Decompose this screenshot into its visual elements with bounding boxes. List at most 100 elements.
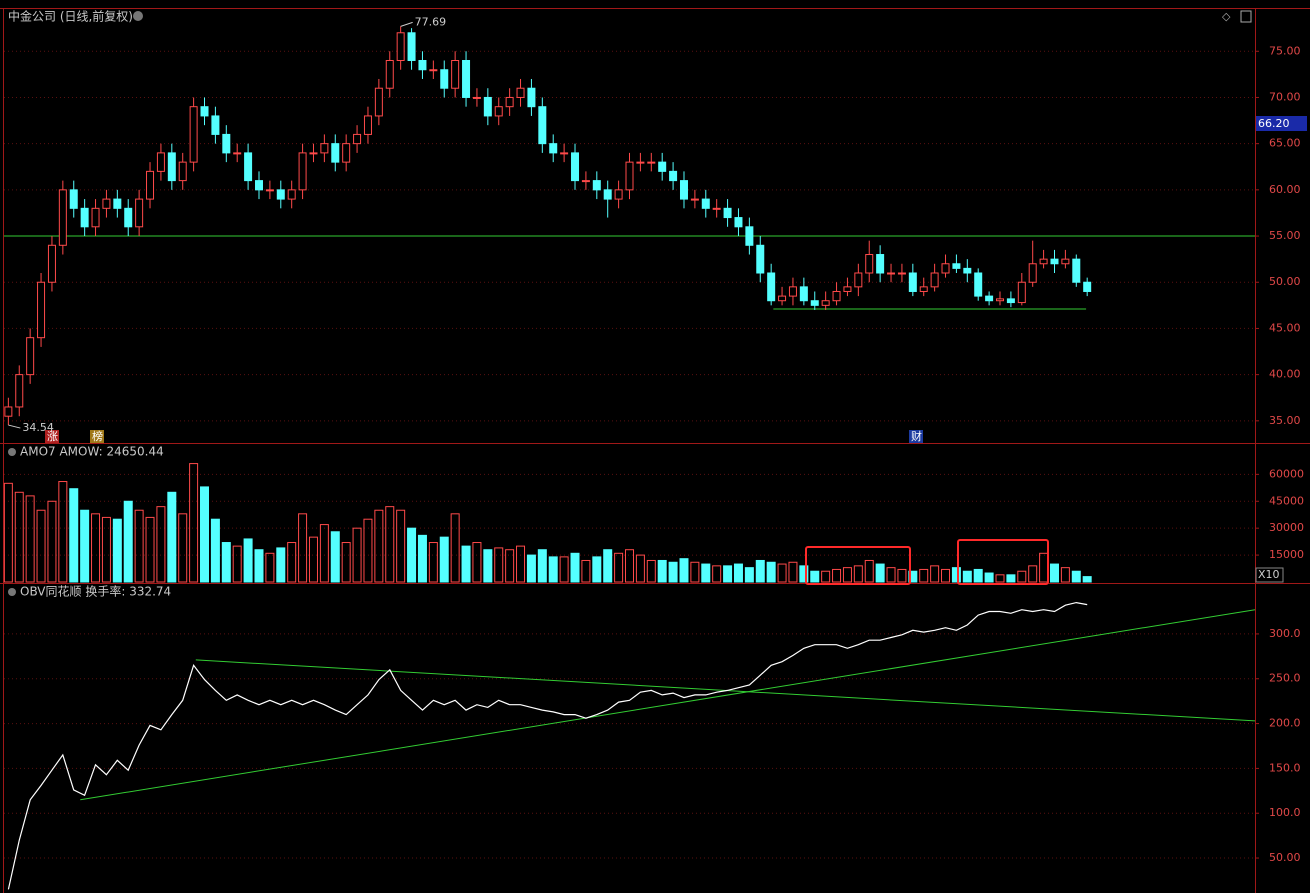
candle-body [581, 180, 590, 183]
marker[interactable]: 财 [911, 429, 922, 443]
volume-bar [777, 563, 787, 583]
candle-body [451, 60, 460, 89]
volume-bar [210, 518, 220, 583]
volume-bar [439, 536, 449, 583]
candle-body [156, 152, 165, 172]
menu-icon[interactable] [8, 448, 16, 456]
volume-bar [134, 509, 144, 583]
candle-body [745, 226, 754, 246]
candle-body [974, 272, 983, 297]
candle-body [146, 170, 155, 200]
volume-bar [200, 486, 210, 583]
y-tick-label: 30000 [1269, 521, 1304, 534]
candle-body [69, 189, 78, 209]
candle-body [843, 286, 852, 292]
volume-bar [232, 545, 242, 583]
cursor-box [1256, 116, 1307, 131]
candle-body [690, 198, 699, 201]
volume-bar [167, 491, 177, 583]
volume-bar [265, 552, 275, 583]
volume-bar [951, 567, 961, 583]
max-leader [400, 21, 413, 27]
volume-bar [875, 563, 885, 583]
window-icon[interactable] [1240, 10, 1252, 23]
candle-body [647, 161, 656, 164]
volume-bar [1028, 565, 1038, 583]
marker-bg [909, 430, 923, 443]
volume-bar [973, 568, 983, 583]
volume-bar [625, 549, 634, 583]
candle-body [363, 115, 372, 135]
unit-box [1255, 567, 1284, 583]
candle-body [135, 198, 144, 228]
candle-body [832, 290, 841, 302]
volume-bar [189, 463, 199, 583]
candle-body [952, 263, 961, 269]
volume-bar [570, 552, 580, 583]
candle-body [26, 337, 35, 376]
y-tick-label: 300.0 [1269, 627, 1301, 640]
y-tick-label: 35.00 [1269, 414, 1301, 427]
volume-bar [58, 481, 68, 583]
candle-body [254, 180, 263, 191]
volume-bar [298, 513, 308, 583]
marker[interactable]: 涨 [47, 430, 58, 443]
candle-body [560, 152, 569, 155]
volume-bar [941, 568, 951, 583]
candle-body [897, 272, 906, 275]
candle-body [287, 189, 296, 200]
candle-body [298, 152, 307, 191]
volume-bar [646, 559, 656, 583]
candle-body [571, 152, 580, 182]
volume-bar [886, 567, 896, 583]
volume-bar [657, 559, 667, 583]
volume-bar [995, 574, 1005, 583]
candle-body [37, 281, 46, 339]
volume-bar [930, 565, 940, 583]
volume-bar [581, 559, 591, 583]
volume-bar [723, 565, 733, 583]
y-tick-label: 50.00 [1269, 851, 1301, 864]
candle-body [483, 96, 492, 117]
candle-body [538, 106, 547, 145]
volume-bar [341, 542, 351, 583]
candle-body [244, 152, 253, 182]
candle-body [788, 286, 797, 297]
volume-bar [14, 491, 24, 583]
menu-icon[interactable] [8, 588, 16, 596]
candle-body [440, 69, 449, 89]
volume-bar [461, 545, 471, 583]
candle-body [876, 254, 885, 274]
volume-bar [668, 561, 678, 583]
candle-body [527, 87, 536, 108]
candle-body [80, 207, 89, 228]
candle-body [1006, 298, 1015, 304]
candle-body [865, 254, 874, 274]
y-tick-label: 60.00 [1269, 183, 1301, 196]
trend-line [80, 609, 1256, 801]
candle-body [592, 180, 601, 191]
volume-bar [733, 563, 743, 583]
volume-bar [821, 570, 831, 583]
candle-body [1050, 258, 1059, 265]
diamond-icon[interactable]: ◇ [1222, 10, 1231, 23]
candle-body [407, 32, 416, 61]
candle-body [941, 263, 950, 274]
candle-body [58, 189, 67, 246]
marker-bg [45, 430, 59, 443]
cursor-label: 66.20 [1258, 117, 1290, 130]
candle-body [669, 170, 678, 182]
marker[interactable]: 榜 [92, 429, 103, 443]
volume-bar [755, 559, 765, 583]
candle-body [276, 189, 285, 200]
y-tick-label: 45.00 [1269, 321, 1301, 334]
volume-bar [526, 554, 536, 583]
y-tick-label: 60000 [1269, 467, 1304, 480]
menu-icon[interactable] [133, 11, 143, 21]
volume-bar [178, 513, 188, 583]
marker-bg [90, 430, 104, 443]
volume-bar [385, 506, 395, 583]
volume-bar [417, 534, 427, 583]
